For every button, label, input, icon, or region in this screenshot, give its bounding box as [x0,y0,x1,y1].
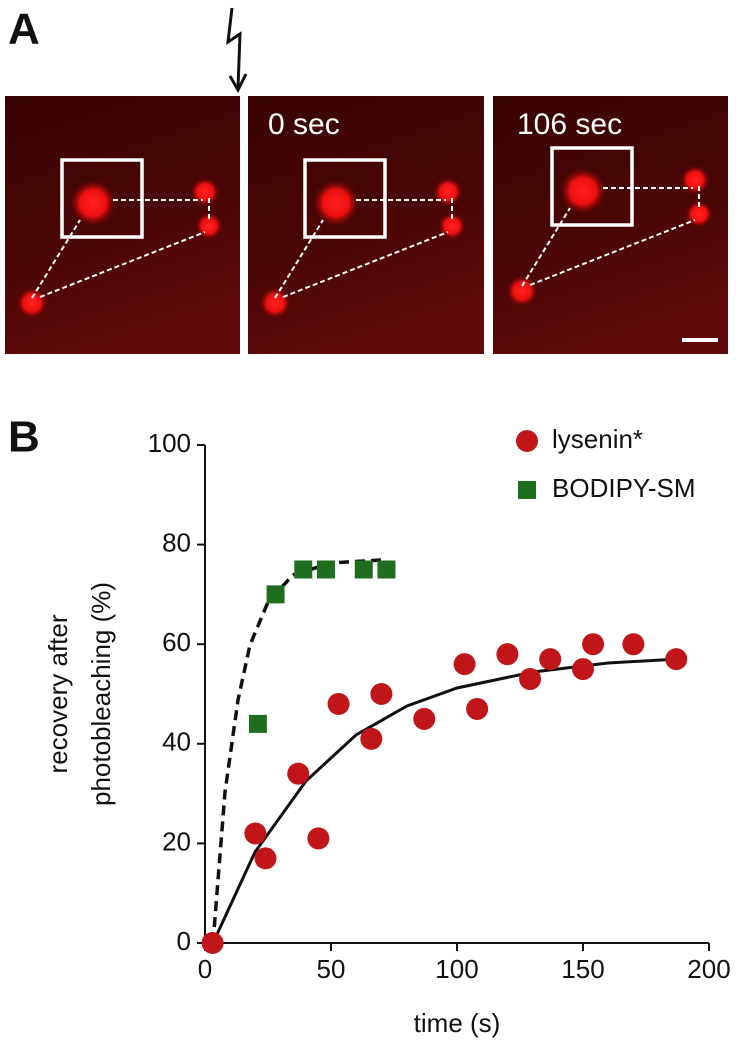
data-point [370,683,393,705]
legend-label: lysenin* [552,424,643,454]
image-label: 106 sec [517,108,622,141]
data-point [294,560,313,579]
micrograph: 106 sec [493,96,728,354]
x-tick-label: 50 [317,954,346,984]
y-tick-label: 80 [162,527,191,557]
legend-label: BODIPY-SM [552,473,696,503]
data-point [254,847,277,870]
bleach-arrow [226,7,248,94]
micrograph [5,96,240,354]
panel-label: B [8,413,40,462]
x-tick-label: 100 [435,954,478,984]
y-tick-label: 60 [162,627,191,657]
data-point [453,653,476,676]
legend-marker [518,481,536,499]
data-point [244,822,267,845]
micrograph: 0 sec [248,96,484,354]
data-point [287,762,310,785]
data-point [201,932,224,954]
data-point [266,585,285,604]
data-point [354,560,373,579]
data-point [316,560,335,579]
data-point [327,692,350,715]
chart: time (s) recovery after photobleaching (… [43,424,731,1038]
data-point [377,560,396,579]
y-axis-label: recovery after [43,614,73,773]
y-tick-label: 40 [162,727,191,757]
data-point [519,668,542,691]
y-tick-label: 0 [177,926,191,956]
data-point [539,648,562,671]
x-tick-label: 0 [198,954,212,984]
legend-marker [516,430,538,452]
fit-curve [211,657,680,944]
data-point [496,643,519,666]
x-axis-label: time (s) [414,1008,501,1038]
y-tick-label: 20 [162,826,191,856]
data-point [307,827,330,850]
panel-label: A [8,5,40,54]
data-point [413,707,436,730]
data-point [582,633,605,656]
y-axis-label: photobleaching (%) [86,582,116,806]
x-tick-label: 200 [687,954,730,984]
x-tick-label: 150 [561,954,604,984]
data-point [248,714,267,733]
data-point [572,658,594,681]
image-label: 0 sec [268,108,340,141]
y-tick-label: 100 [148,428,191,458]
data-point [665,648,688,671]
data-point [466,697,489,720]
data-point [622,633,645,656]
data-point [360,727,383,750]
